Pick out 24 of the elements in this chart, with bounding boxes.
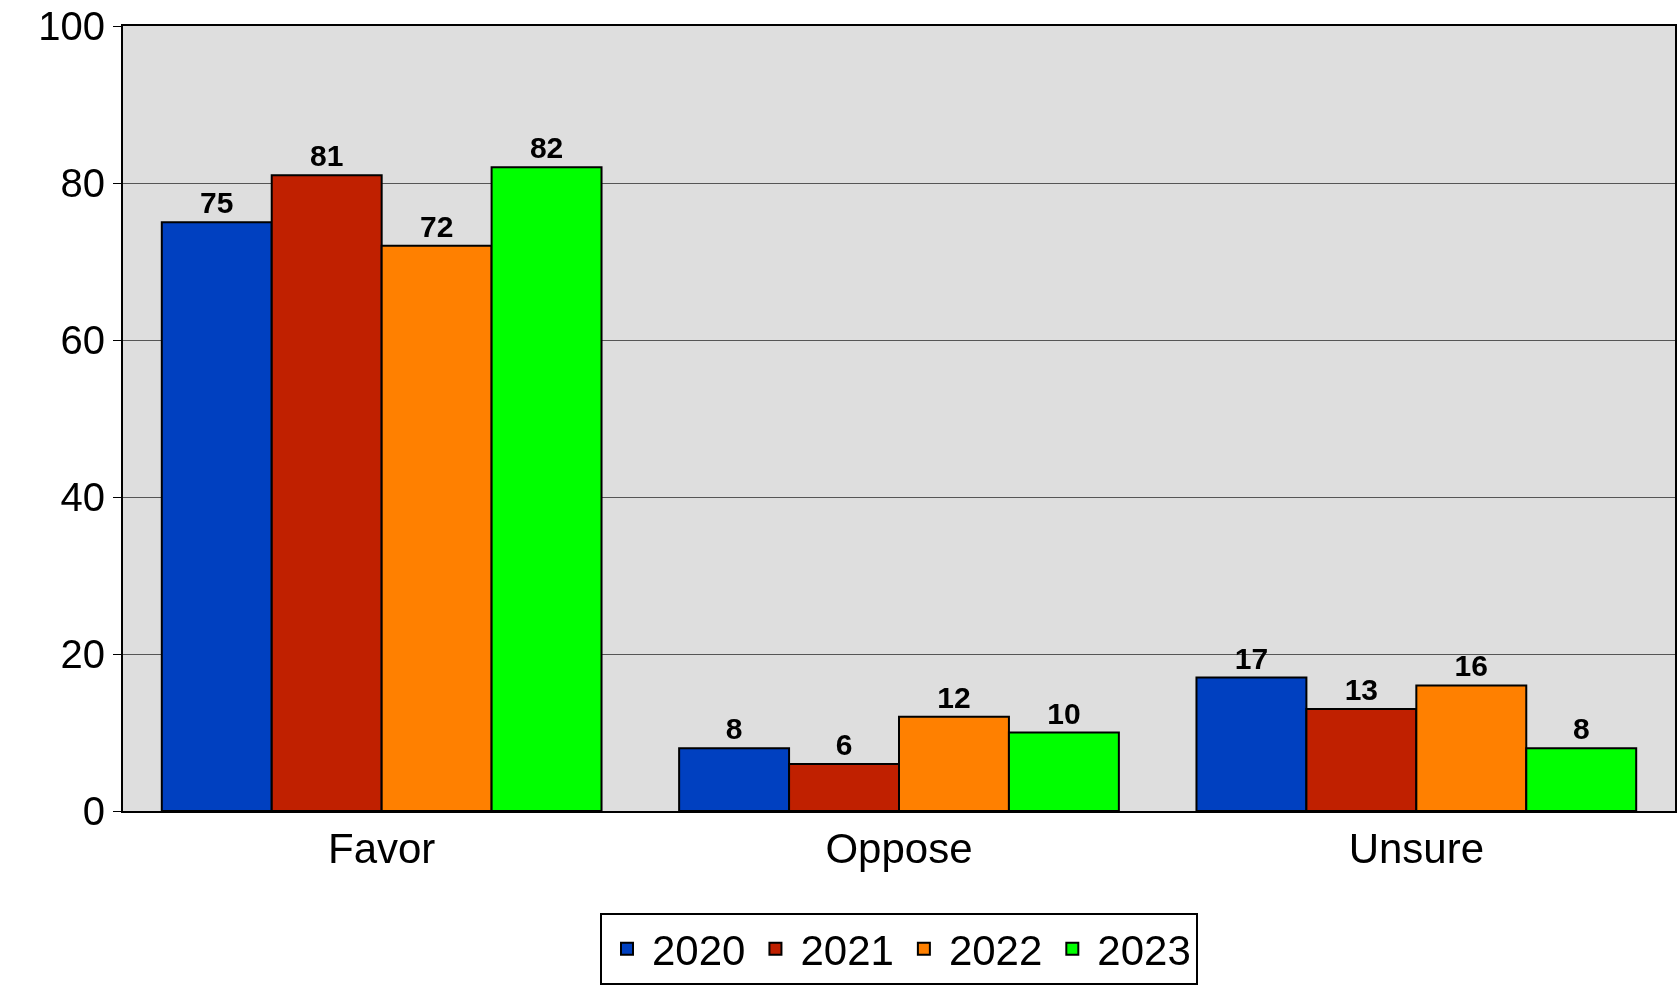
x-tick-label: Favor (327, 825, 436, 873)
data-label: 8 (725, 712, 743, 746)
legend-label: 2023 (1097, 927, 1191, 975)
data-label: 16 (1454, 649, 1488, 683)
data-label: 72 (419, 209, 454, 243)
y-tick-label: 40 (60, 475, 105, 519)
legend-label: 2022 (948, 927, 1043, 975)
data-label: 75 (200, 186, 234, 220)
data-label: 10 (1047, 696, 1081, 730)
y-tick-label: 100 (38, 4, 105, 48)
legend-label: 2021 (800, 927, 894, 975)
data-label: 6 (835, 727, 853, 761)
data-label: 13 (1344, 672, 1379, 706)
y-tick-label: 80 (60, 161, 105, 205)
data-label: 12 (937, 680, 971, 714)
data-label: 82 (529, 131, 564, 165)
y-tick-label: 60 (60, 318, 105, 362)
x-tick-label: Unsure (1348, 825, 1485, 873)
data-label: 81 (310, 139, 344, 173)
data-label: 8 (1572, 712, 1590, 746)
y-tick-label: 0 (82, 789, 105, 833)
legend-label: 2020 (652, 927, 746, 975)
x-tick-label: Oppose (825, 825, 973, 873)
y-tick-label: 20 (60, 632, 105, 676)
